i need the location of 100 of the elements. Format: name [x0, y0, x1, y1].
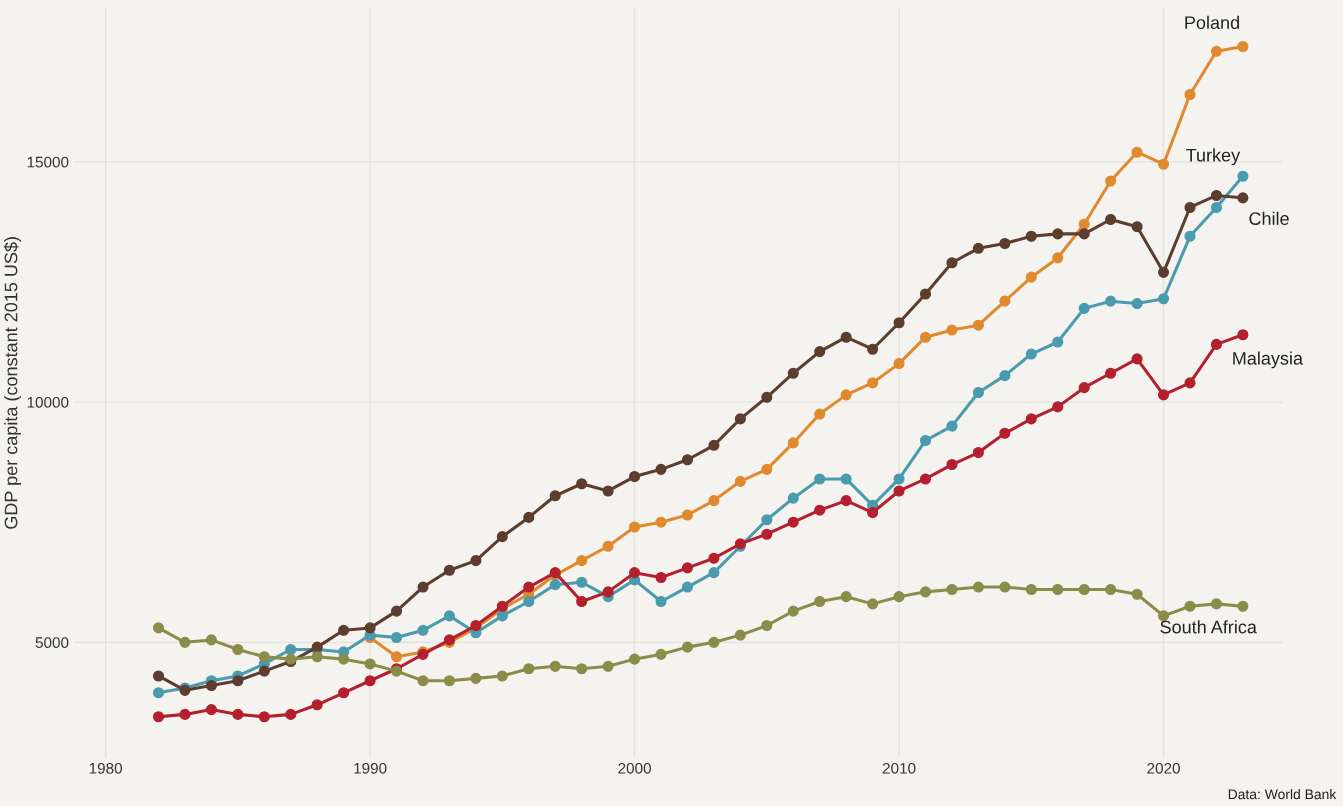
point: [232, 675, 244, 687]
point: [629, 567, 641, 579]
point: [867, 598, 879, 610]
point: [258, 711, 270, 723]
point: [1157, 158, 1170, 170]
series-label: Chile: [1249, 211, 1289, 226]
point: [1052, 252, 1064, 264]
point: [708, 636, 720, 648]
point: [734, 629, 746, 641]
point: [338, 624, 350, 636]
point: [840, 389, 852, 401]
point: [867, 377, 879, 389]
series-label: South Africa: [1160, 620, 1257, 634]
point: [152, 622, 165, 634]
point: [999, 581, 1011, 593]
point: [549, 660, 561, 672]
point: [232, 643, 244, 656]
point: [972, 242, 984, 254]
x-tick-label: 2020: [1147, 762, 1180, 774]
point: [1025, 413, 1037, 425]
point: [919, 288, 932, 300]
point: [999, 370, 1011, 382]
point: [205, 704, 217, 716]
point: [1078, 382, 1090, 394]
point: [655, 463, 667, 475]
point: [1210, 201, 1222, 214]
point: [576, 478, 588, 490]
point: [258, 665, 270, 677]
point: [1025, 230, 1037, 242]
point: [999, 427, 1011, 439]
point: [523, 595, 535, 608]
point: [655, 571, 667, 584]
point: [681, 562, 694, 574]
point: [602, 586, 614, 598]
point: [1210, 45, 1222, 57]
point: [761, 514, 773, 526]
point: [1237, 40, 1249, 53]
point: [205, 680, 217, 692]
point: [919, 586, 932, 598]
point: [1237, 192, 1249, 204]
point: [1105, 583, 1117, 596]
point: [761, 528, 773, 540]
point: [205, 634, 217, 646]
point: [814, 346, 826, 358]
point: [867, 507, 879, 519]
point: [1052, 336, 1064, 348]
point: [655, 595, 667, 608]
point: [1052, 401, 1064, 413]
x-tick-label: 1980: [89, 762, 122, 774]
point: [470, 672, 482, 684]
point: [946, 324, 958, 336]
point: [1131, 353, 1143, 365]
point: [576, 595, 588, 608]
point: [919, 473, 932, 485]
point: [496, 531, 508, 543]
point: [734, 475, 746, 487]
point: [338, 653, 350, 665]
point: [708, 567, 720, 579]
point: [576, 555, 588, 567]
y-tick-label: 10000: [27, 396, 69, 408]
point: [1025, 583, 1037, 596]
point: [364, 675, 376, 687]
point: [734, 413, 746, 425]
series-label: Poland: [1185, 15, 1239, 30]
point: [999, 237, 1011, 250]
x-tick-label: 2010: [882, 762, 916, 774]
point: [1078, 583, 1090, 596]
point: [814, 408, 826, 420]
y-tick-label: 15000: [27, 156, 69, 168]
point: [761, 463, 773, 475]
point: [496, 610, 508, 622]
point: [285, 643, 297, 656]
point: [629, 470, 641, 483]
point: [152, 687, 165, 699]
point: [576, 576, 588, 588]
point: [1184, 377, 1196, 389]
point: [1184, 230, 1196, 242]
point: [946, 458, 958, 471]
point: [443, 610, 455, 622]
point: [443, 675, 455, 687]
point: [681, 641, 694, 653]
x-tick-label: 2000: [618, 762, 651, 774]
point: [893, 485, 905, 497]
point: [1105, 175, 1117, 187]
point: [972, 446, 984, 459]
point: [893, 473, 905, 485]
point: [602, 485, 614, 497]
point: [761, 619, 773, 632]
point: [999, 295, 1011, 307]
series-label: Malaysia: [1233, 351, 1304, 369]
point: [919, 434, 932, 447]
point: [390, 631, 403, 644]
point: [893, 317, 905, 329]
point: [1105, 295, 1117, 307]
point: [1237, 600, 1249, 612]
point: [629, 653, 641, 665]
point: [1184, 201, 1196, 214]
point: [1157, 389, 1170, 401]
point: [523, 511, 535, 523]
point: [787, 605, 799, 617]
